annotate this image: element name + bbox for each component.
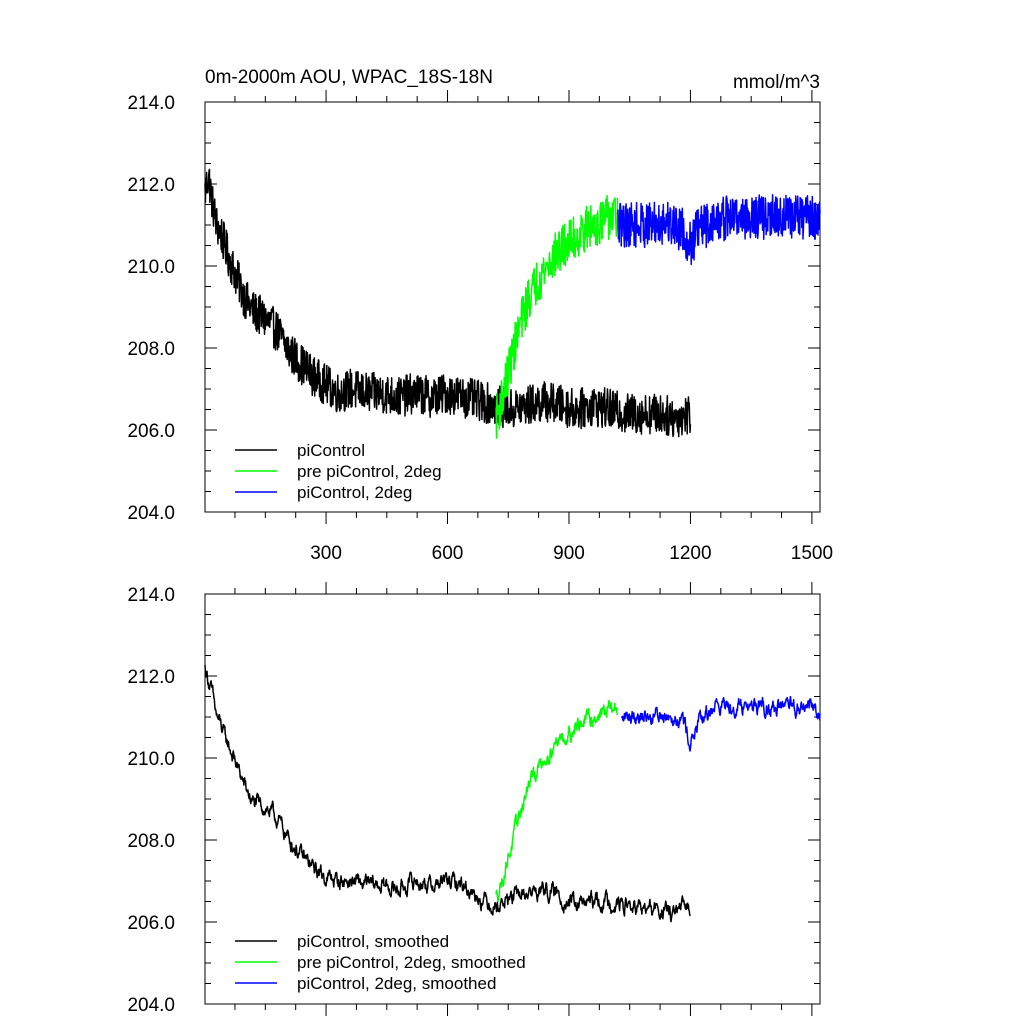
chart-top: 204.0 206.0 208.0 210.0 212.0 214.0 300 600 900 1… xyxy=(127,90,833,564)
y-tick-label: 208.0 xyxy=(127,831,175,852)
y-tick-label: 206.0 xyxy=(127,421,175,442)
x-tick-label: 1500 xyxy=(791,543,833,564)
legend-label: piControl xyxy=(297,441,365,460)
chart-bottom: 204.0 206.0 208.0 210.0 212.0 214.0 piControl,… xyxy=(127,582,821,1016)
y-tick-label: 206.0 xyxy=(127,913,175,934)
series-line-3 xyxy=(620,695,821,752)
legend-label: piControl, 2deg, smoothed xyxy=(297,974,496,993)
x-tick-label: 300 xyxy=(310,543,342,564)
series-line-2 xyxy=(495,699,619,903)
y-tick-label: 204.0 xyxy=(127,503,175,524)
series-line-2 xyxy=(495,194,619,439)
legend-label: piControl, smoothed xyxy=(297,932,449,951)
legend-label: piControl, 2deg xyxy=(297,483,412,502)
y-tick-label: 208.0 xyxy=(127,339,175,360)
x-tick-label: 900 xyxy=(553,543,585,564)
y-tick-label: 212.0 xyxy=(127,175,175,196)
x-tick-label: 1200 xyxy=(669,543,711,564)
y-tick-label: 214.0 xyxy=(127,93,175,114)
series-line-3 xyxy=(616,193,821,266)
y-tick-label: 210.0 xyxy=(127,749,175,770)
y-tick-label: 204.0 xyxy=(127,995,175,1016)
figure-title: 0m-2000m AOU, WPAC_18S-18N xyxy=(205,67,493,88)
legend-label: pre piControl, 2deg, smoothed xyxy=(297,953,526,972)
legend-label: pre piControl, 2deg xyxy=(297,462,442,481)
y-tick-label: 212.0 xyxy=(127,667,175,688)
series-line-1 xyxy=(204,664,691,923)
y-tick-label: 210.0 xyxy=(127,257,175,278)
y-tick-label: 214.0 xyxy=(127,585,175,606)
x-tick-label: 600 xyxy=(432,543,464,564)
series-line-1 xyxy=(204,168,692,438)
units-label: mmol/m^3 xyxy=(733,72,820,93)
